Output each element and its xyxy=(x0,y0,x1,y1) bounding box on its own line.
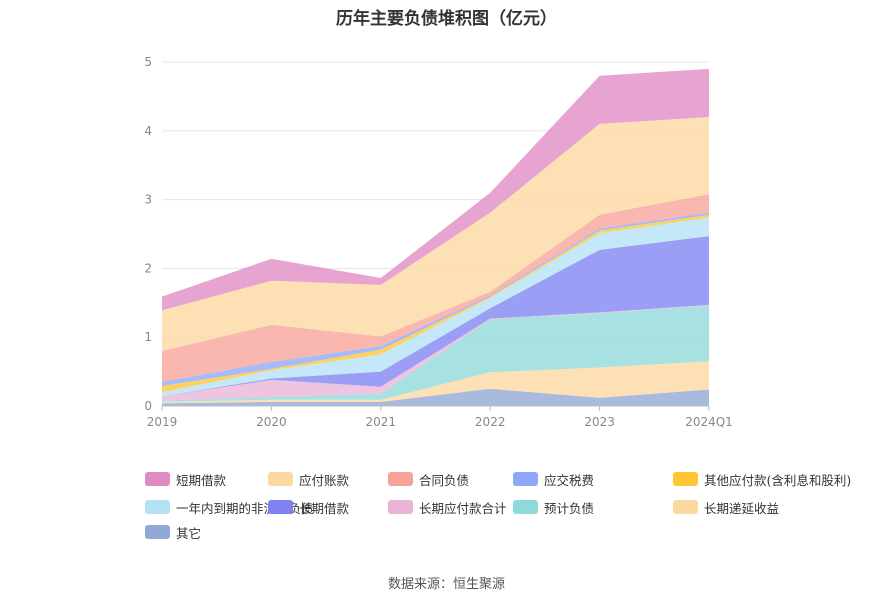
legend-swatch xyxy=(145,525,170,539)
legend-item[interactable]: 长期借款 xyxy=(268,498,349,516)
y-tick-label: 4 xyxy=(144,124,152,138)
legend-label: 预计负债 xyxy=(544,500,595,516)
legend-swatch xyxy=(673,500,698,514)
area-series-3 xyxy=(162,305,709,402)
legend-swatch xyxy=(513,500,538,514)
legend-item[interactable]: 应交税费 xyxy=(513,470,594,488)
legend-label: 长期递延收益 xyxy=(704,500,780,516)
legend-swatch xyxy=(145,472,170,486)
legend-swatch xyxy=(268,472,293,486)
area-series-11 xyxy=(162,68,709,311)
chart-title: 历年主要负债堆积图（亿元） xyxy=(336,9,557,29)
area-series-2 xyxy=(162,361,709,404)
legend-item[interactable]: 其他应付款(含利息和股利) xyxy=(673,470,851,488)
x-tick-label: 2019 xyxy=(147,415,178,429)
legend-swatch xyxy=(268,500,293,514)
legend-item[interactable]: 应付账款 xyxy=(268,470,349,488)
area-series-10 xyxy=(162,117,709,351)
legend-item[interactable]: 其它 xyxy=(145,523,201,541)
legend-swatch xyxy=(513,472,538,486)
data-source-note: 数据来源：恒生聚源 xyxy=(387,577,505,592)
area-series-9 xyxy=(162,194,709,382)
legend-item[interactable]: 长期应付款合计 xyxy=(388,498,507,516)
legend-label: 其他应付款(含利息和股利) xyxy=(704,472,852,488)
legend-item[interactable]: 长期递延收益 xyxy=(673,498,779,516)
area-series-1 xyxy=(162,388,709,406)
legend-label: 应付账款 xyxy=(299,472,350,488)
x-tick-label: 2021 xyxy=(366,415,397,429)
y-tick-label: 5 xyxy=(144,55,152,69)
x-tick-label: 2024Q1 xyxy=(685,415,733,429)
y-tick-label: 3 xyxy=(144,193,152,207)
legend-item[interactable]: 合同负债 xyxy=(388,470,469,488)
legend-swatch xyxy=(673,472,698,486)
y-tick-label: 1 xyxy=(144,330,152,344)
x-tick-label: 2020 xyxy=(256,415,287,429)
legend-swatch xyxy=(145,500,170,514)
x-tick-label: 2022 xyxy=(475,415,506,429)
legend-swatch xyxy=(388,472,413,486)
legend-item[interactable]: 短期借款 xyxy=(145,470,226,488)
x-tick-label: 2023 xyxy=(584,415,615,429)
y-tick-label: 0 xyxy=(144,399,152,413)
area-series-5 xyxy=(162,236,709,397)
legend-label: 合同负债 xyxy=(419,472,470,488)
legend-item[interactable]: 预计负债 xyxy=(513,498,594,516)
legend-swatch xyxy=(388,500,413,514)
legend-label: 其它 xyxy=(176,525,202,541)
legend-label: 长期借款 xyxy=(299,500,350,516)
area-series-6 xyxy=(162,217,709,397)
legend-label: 短期借款 xyxy=(176,472,227,488)
legend-label: 长期应付款合计 xyxy=(419,500,507,516)
y-tick-label: 2 xyxy=(144,261,152,275)
legend-label: 应交税费 xyxy=(544,472,595,488)
